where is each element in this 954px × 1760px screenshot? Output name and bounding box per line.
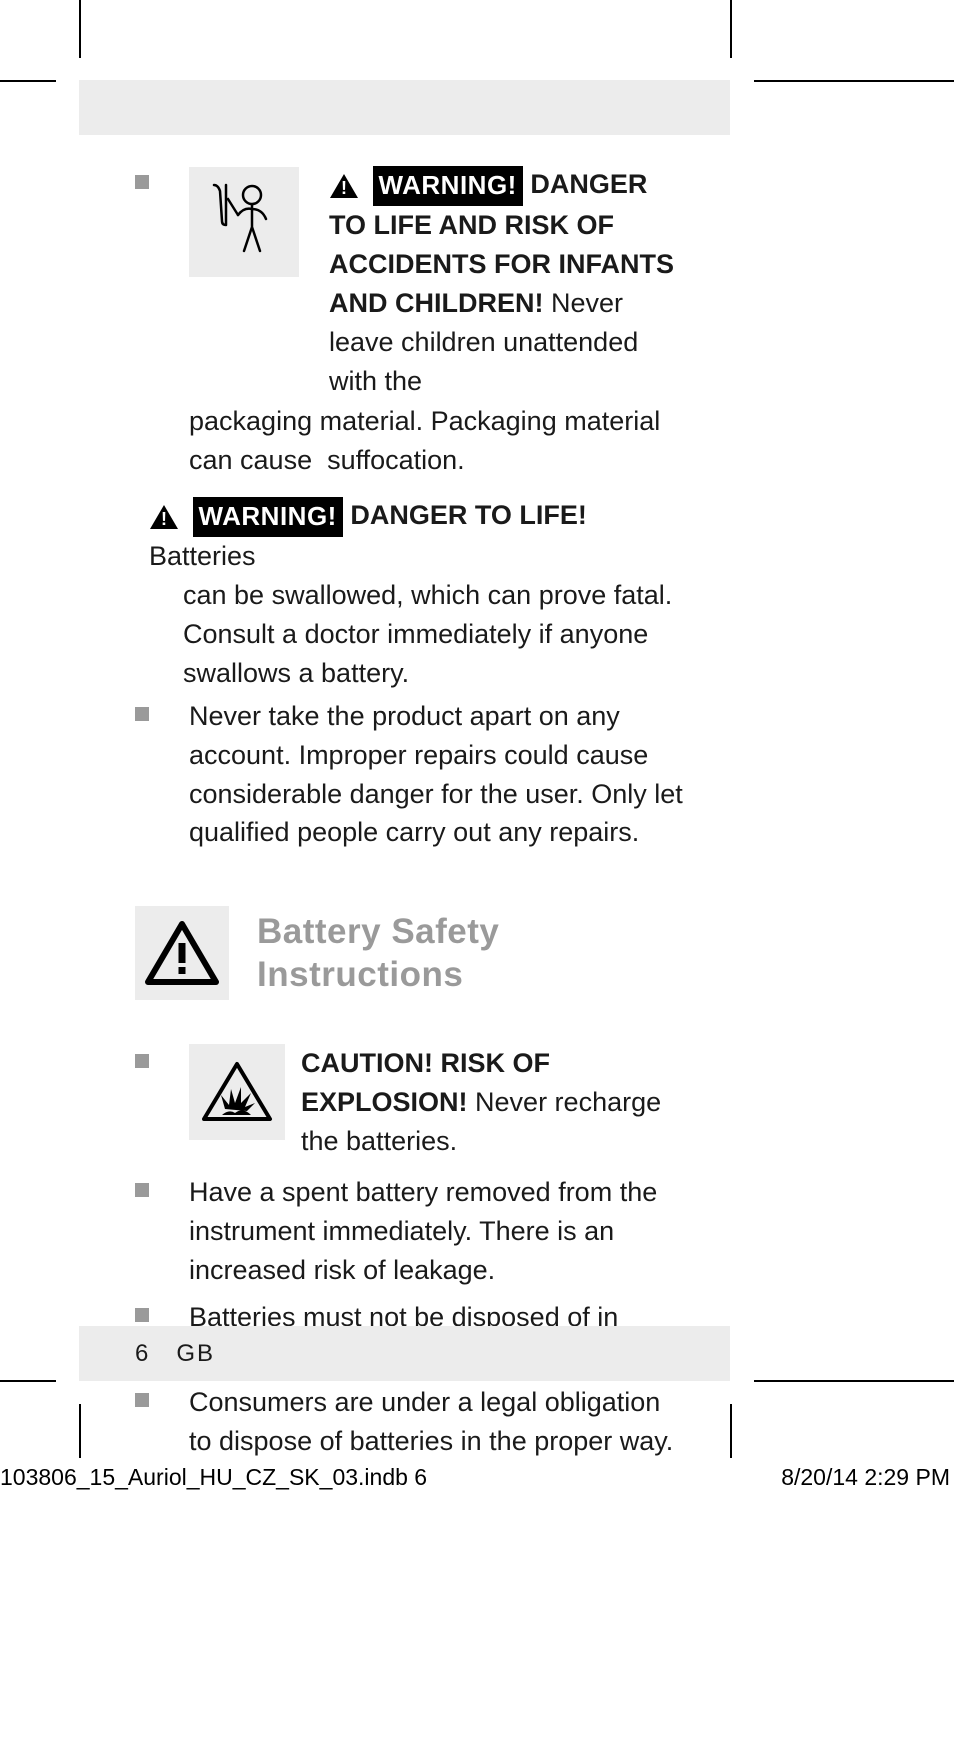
warning-item-children: ! WARNING! DANGER TO LIFE AND RISK OF AC…	[135, 165, 690, 480]
section-heading-row: Battery Safety Instructions	[135, 906, 690, 1000]
bullet-icon	[135, 1393, 149, 1407]
svg-text:!: !	[161, 509, 167, 529]
explosion-icon	[189, 1044, 285, 1140]
child-hazard-icon	[189, 167, 299, 277]
crop-mark-top-right-v	[730, 0, 732, 58]
footer-band: 6 GB	[79, 1326, 730, 1381]
battery-item-explosion: CAUTION! RISK OF EXPLOSION! Never rechar…	[135, 1044, 690, 1161]
svg-text:!: !	[341, 178, 347, 198]
crop-mark-bottom-left-h	[0, 1380, 56, 1382]
page-number: 6	[135, 1340, 150, 1367]
imprint-date: 8/20/14 2:29 PM	[781, 1464, 950, 1491]
warning-triangle-icon: !	[329, 173, 359, 199]
footer-text: 6 GB	[135, 1340, 215, 1368]
warning-body-text: Never take the product apart on any acco…	[189, 697, 690, 853]
bullet-text: Consumers are under a legal obligation t…	[189, 1383, 690, 1461]
bullet-icon	[135, 707, 149, 721]
header-band	[79, 80, 730, 135]
warning-triangle-icon: !	[149, 504, 179, 530]
page-lang: GB	[176, 1340, 215, 1367]
bullet-icon	[135, 1054, 149, 1068]
crop-mark-bottom-right-h	[754, 1380, 954, 1382]
caution-triangle-large-icon	[135, 906, 229, 1000]
bullet-icon	[135, 1183, 149, 1197]
warning-item-repairs: Never take the product apart on any acco…	[135, 697, 690, 853]
warning-item-batteries: ! WARNING! DANGER TO LIFE! Batteries can…	[149, 496, 690, 693]
battery-item-leakage: Have a spent battery removed from the in…	[135, 1173, 690, 1290]
warning-body-continued: can be swallowed, which can prove fatal.…	[183, 576, 690, 693]
crop-mark-bottom-right-v	[730, 1404, 732, 1458]
warning-body-continued: packaging material. Packaging material c…	[189, 402, 690, 480]
warning-body-text: Batteries	[149, 541, 256, 571]
section-title-line2: Instructions	[257, 953, 499, 997]
crop-mark-top-left-v	[79, 0, 81, 58]
warning-label: WARNING!	[193, 497, 343, 537]
crop-mark-top-left-h	[0, 80, 56, 82]
crop-mark-bottom-left-v	[79, 1404, 81, 1458]
section-title: Battery Safety Instructions	[257, 910, 499, 998]
bullet-icon	[135, 175, 149, 189]
page-content: ! WARNING! DANGER TO LIFE AND RISK OF AC…	[135, 165, 690, 1469]
warning-label: WARNING!	[373, 166, 523, 206]
bullet-text: Have a spent battery removed from the in…	[189, 1173, 690, 1290]
imprint-file: 103806_15_Auriol_HU_CZ_SK_03.indb 6	[0, 1464, 427, 1491]
imprint-line: 103806_15_Auriol_HU_CZ_SK_03.indb 6 8/20…	[0, 1464, 954, 1491]
bullet-icon	[135, 1308, 149, 1322]
crop-mark-top-right-h	[754, 80, 954, 82]
battery-item-legal: Consumers are under a legal obligation t…	[135, 1383, 690, 1461]
warning-bold-text: DANGER TO LIFE!	[350, 500, 587, 530]
section-title-line1: Battery Safety	[257, 910, 499, 954]
